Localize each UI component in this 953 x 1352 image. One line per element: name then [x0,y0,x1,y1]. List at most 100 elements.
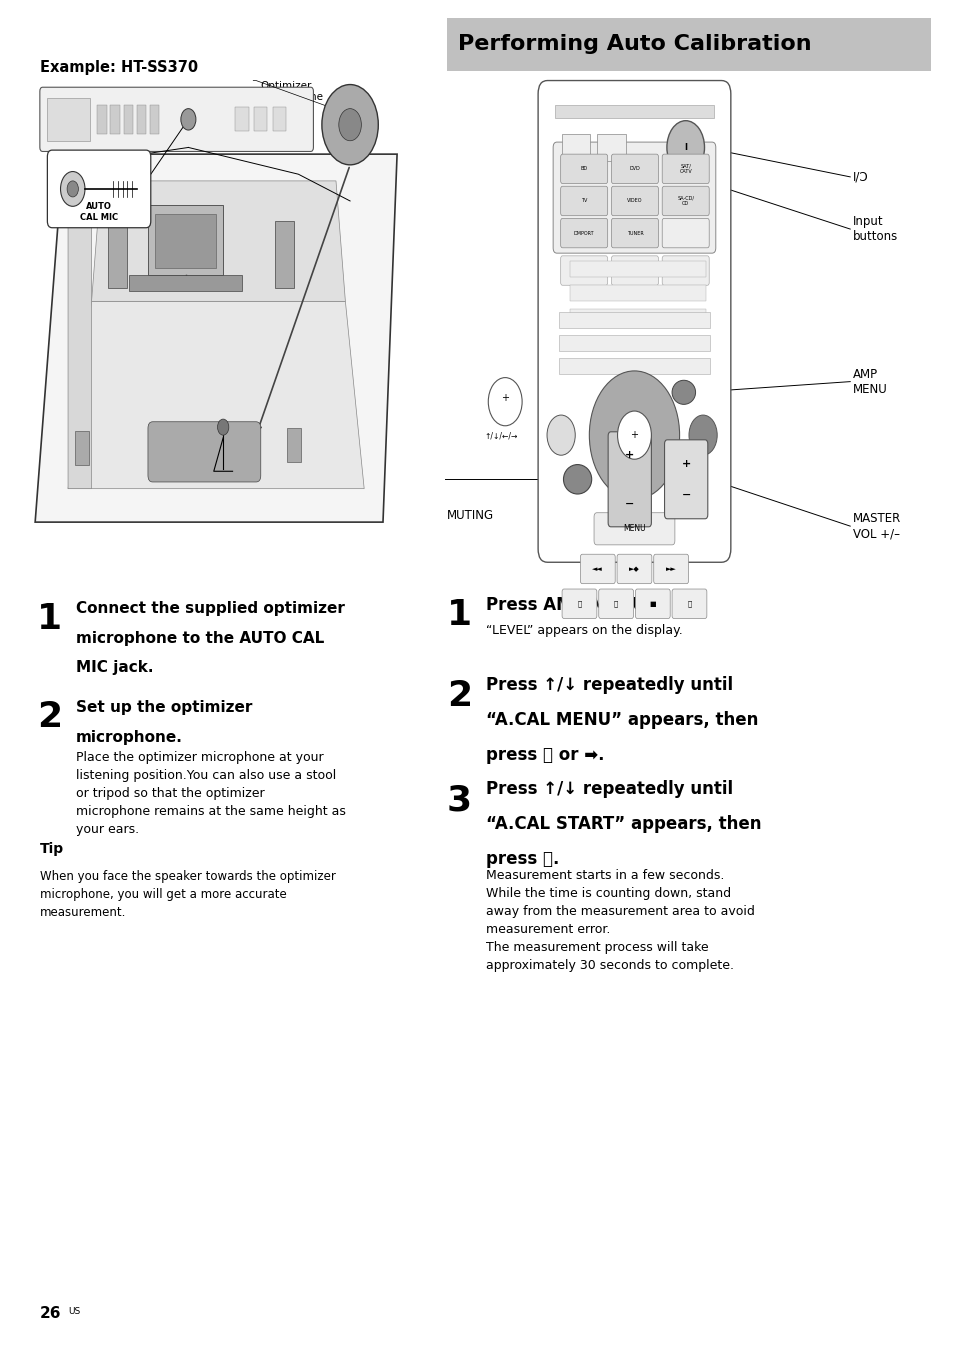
Text: Press AMP MENU.: Press AMP MENU. [486,596,652,614]
FancyBboxPatch shape [661,154,708,184]
Text: When you face the speaker towards the optimizer
microphone, you will get a more : When you face the speaker towards the op… [40,871,335,919]
FancyBboxPatch shape [661,219,708,247]
Text: +: + [500,392,509,403]
Text: MIC jack.: MIC jack. [75,660,152,675]
FancyBboxPatch shape [653,554,688,584]
Text: MUTING: MUTING [446,508,494,522]
FancyBboxPatch shape [598,589,633,618]
Circle shape [617,411,651,460]
FancyBboxPatch shape [561,589,597,618]
FancyBboxPatch shape [661,256,708,285]
Text: TUNER: TUNER [626,231,642,235]
Text: Example: HT-SS370: Example: HT-SS370 [40,61,198,76]
Text: ◄◄: ◄◄ [592,566,602,572]
Text: Performing Auto Calibration: Performing Auto Calibration [457,34,811,54]
Bar [97,104,107,134]
FancyBboxPatch shape [560,219,607,247]
FancyBboxPatch shape [560,154,607,184]
Ellipse shape [563,465,591,493]
FancyBboxPatch shape [617,554,651,584]
Text: 3: 3 [446,783,472,817]
Bar [150,104,159,134]
Polygon shape [68,181,91,488]
Circle shape [546,415,575,456]
Bar [274,220,294,288]
FancyBboxPatch shape [611,154,658,184]
Text: Input
buttons: Input buttons [852,215,898,243]
Bar [136,104,146,134]
Text: DVD: DVD [629,166,639,172]
Bar [111,104,120,134]
Bar [155,215,215,268]
Bar [555,104,713,118]
Text: ⏸: ⏸ [614,600,618,607]
FancyBboxPatch shape [611,256,658,285]
Bar [446,18,930,72]
FancyBboxPatch shape [560,187,607,216]
Text: 1: 1 [446,599,472,633]
Text: ►◆: ►◆ [628,566,639,572]
Text: BD: BD [580,166,587,172]
Circle shape [688,415,717,456]
Text: microphone.: microphone. [75,730,182,745]
Text: US: US [68,1306,80,1315]
Circle shape [488,377,521,426]
Text: 1: 1 [37,603,62,637]
Bar [123,104,132,134]
Text: −: − [624,499,634,508]
Text: SA-CD/
CD: SA-CD/ CD [677,196,694,207]
Bar [148,206,223,274]
Bar [558,312,709,329]
FancyBboxPatch shape [537,81,730,562]
Text: “A.CAL START” appears, then: “A.CAL START” appears, then [486,815,761,833]
Text: ►►: ►► [665,566,676,572]
Bar [253,107,267,131]
Polygon shape [68,301,364,488]
Text: Press ↑/↓ repeatedly until: Press ↑/↓ repeatedly until [486,780,733,799]
Circle shape [67,181,78,197]
Text: Measurement starts in a few seconds.
While the time is counting down, stand
away: Measurement starts in a few seconds. Whi… [486,869,755,972]
Text: press ⓧ or ➡.: press ⓧ or ➡. [486,745,604,764]
Text: “A.CAL MENU” appears, then: “A.CAL MENU” appears, then [486,711,758,729]
Text: Tip: Tip [40,842,64,856]
Text: Press ↑/↓ repeatedly until: Press ↑/↓ repeatedly until [486,676,733,694]
Text: AMP
MENU: AMP MENU [852,368,887,396]
Bar [48,97,90,141]
FancyBboxPatch shape [611,187,658,216]
Text: +: + [630,430,638,441]
Text: 26: 26 [40,1306,61,1321]
Text: ■: ■ [649,600,656,607]
Text: DMPORT: DMPORT [574,231,594,235]
Bar [273,107,286,131]
Circle shape [321,85,378,165]
Text: “LEVEL” appears on the display.: “LEVEL” appears on the display. [486,623,682,637]
Circle shape [338,108,361,141]
Text: microphone to the AUTO CAL: microphone to the AUTO CAL [75,630,323,645]
Bar [558,335,709,350]
FancyBboxPatch shape [635,589,670,618]
Text: MASTER
VOL +/–: MASTER VOL +/– [852,512,901,541]
FancyBboxPatch shape [671,589,706,618]
Text: TV: TV [580,199,587,203]
Circle shape [589,370,679,499]
FancyBboxPatch shape [579,554,615,584]
Circle shape [181,108,195,130]
Bar [109,220,127,288]
FancyBboxPatch shape [560,256,607,285]
Bar [287,429,301,462]
Text: MENU: MENU [622,525,645,533]
Bar [597,134,625,161]
Ellipse shape [671,380,695,404]
Text: AUTO
CAL MIC: AUTO CAL MIC [80,203,118,222]
Text: +: + [624,450,634,460]
Polygon shape [91,181,345,301]
Text: VIDEO: VIDEO [626,199,642,203]
Circle shape [60,172,85,207]
Text: Set up the optimizer: Set up the optimizer [75,700,252,715]
Text: I: I [683,143,686,151]
FancyBboxPatch shape [40,88,314,151]
Bar [570,261,705,277]
Bar [558,357,709,373]
Text: +: + [680,458,690,469]
Text: SAT/
CATV: SAT/ CATV [679,164,691,174]
